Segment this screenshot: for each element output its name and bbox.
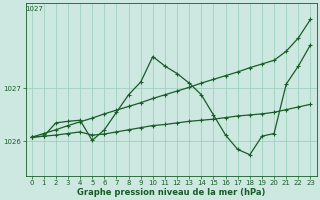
Text: 1027: 1027 [26,6,44,12]
X-axis label: Graphe pression niveau de la mer (hPa): Graphe pression niveau de la mer (hPa) [77,188,265,197]
